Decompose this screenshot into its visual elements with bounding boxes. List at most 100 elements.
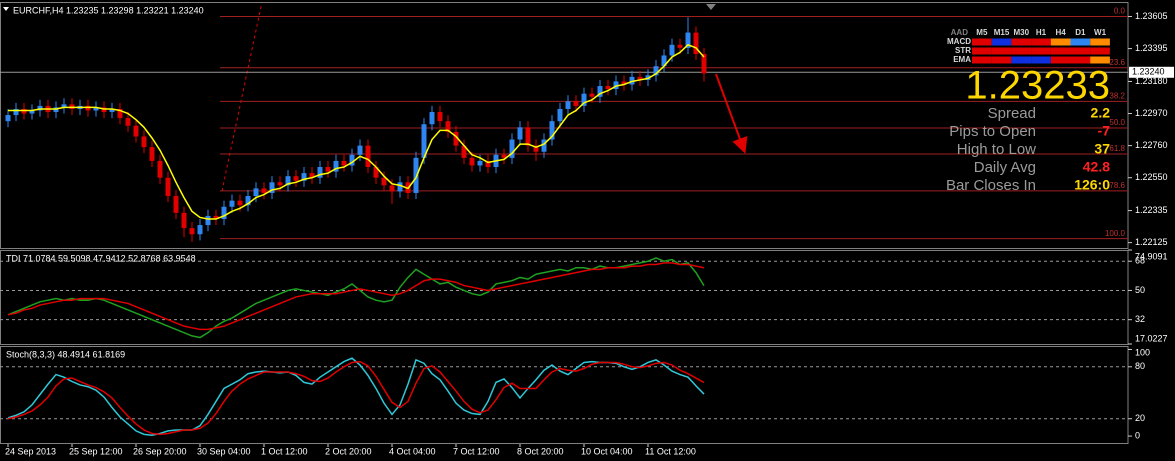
candle-body — [229, 200, 235, 207]
candle-body — [29, 110, 35, 114]
current-price: 1.23233 — [965, 64, 1110, 108]
y-tick-label: 1.22125 — [1135, 237, 1168, 247]
signal-cell — [991, 47, 1012, 55]
y-tick-label: 1.22760 — [1135, 140, 1168, 150]
signal-cell — [1050, 47, 1071, 55]
candle-body — [701, 53, 707, 74]
x-tick-label: 11 Oct 12:00 — [645, 446, 696, 456]
signal-corner: AAD — [951, 28, 969, 37]
price-tag — [1129, 66, 1174, 78]
y-tick-label: 80 — [1135, 361, 1145, 371]
signal-column: M30 — [1013, 28, 1029, 37]
candle-body — [589, 93, 595, 97]
candle-body — [309, 173, 315, 178]
signal-row-label: STR — [955, 46, 971, 55]
candle-body — [429, 112, 435, 125]
signal-cell — [972, 47, 992, 55]
candle-body — [373, 167, 379, 178]
signal-cell — [1090, 38, 1110, 46]
candle-body — [61, 104, 67, 108]
candle-body — [325, 167, 331, 172]
candle-body — [109, 108, 115, 113]
candle-body — [469, 157, 475, 166]
y-tick-label: 1.22970 — [1135, 108, 1168, 118]
y-tick-label: 20 — [1135, 413, 1145, 423]
candle-body — [533, 145, 539, 152]
y-tick-label: 1.23605 — [1135, 11, 1168, 21]
signal-cell — [1011, 38, 1032, 46]
x-tick-label: 4 Oct 04:00 — [389, 446, 436, 456]
candle-body — [453, 131, 459, 146]
candle-body — [69, 104, 75, 109]
candle-body — [125, 118, 131, 126]
info-label: Daily Avg — [974, 159, 1036, 176]
candle-body — [13, 108, 19, 116]
candle-body — [669, 44, 675, 56]
info-label: High to Low — [957, 141, 1036, 158]
candle-body — [381, 177, 387, 186]
info-value: 2.2 — [1091, 105, 1111, 121]
x-tick-label: 24 Sep 2013 — [5, 446, 56, 456]
candle-body — [517, 127, 523, 140]
signal-cell — [1031, 38, 1051, 46]
candle-body — [173, 196, 179, 213]
x-tick-label: 1 Oct 12:00 — [261, 446, 308, 456]
candle-body — [293, 176, 299, 181]
x-tick-label: 30 Sep 04:00 — [197, 446, 251, 456]
candle-body — [437, 112, 443, 122]
moving-average — [8, 43, 705, 220]
y-tick-label: 32 — [1135, 314, 1145, 324]
fib-label: 0.0 — [1114, 7, 1126, 16]
x-tick-label: 7 Oct 12:00 — [453, 446, 500, 456]
candle-body — [333, 160, 339, 172]
candle-body — [277, 182, 283, 186]
candle-body — [149, 147, 155, 161]
menu-triangle[interactable] — [3, 7, 9, 11]
candle-body — [357, 145, 363, 155]
signal-cell — [1031, 56, 1051, 64]
signal-row-label: MACD — [947, 37, 971, 46]
signal-column: H1 — [1036, 28, 1047, 37]
candle-body — [677, 44, 683, 48]
candle-body — [501, 154, 507, 158]
candle-body — [637, 76, 643, 80]
x-tick-label: 26 Sep 20:00 — [133, 446, 187, 456]
panel-frame — [0, 250, 1129, 345]
panel-title: EURCHF,H4 1.23235 1.23298 1.23221 1.2324… — [13, 5, 204, 15]
candle-body — [133, 125, 139, 137]
candle-body — [37, 105, 43, 111]
x-tick-label: 2 Oct 20:00 — [325, 446, 372, 456]
candle-body — [477, 160, 483, 166]
y-tick-label: 50 — [1135, 285, 1145, 295]
candle-body — [541, 139, 547, 152]
info-label: Bar Closes In — [946, 177, 1036, 194]
candle-body — [205, 215, 211, 226]
signal-cell — [972, 56, 992, 64]
candle-body — [317, 167, 323, 178]
arrow — [715, 73, 748, 154]
trend-line — [221, 1, 263, 192]
candle-body — [101, 107, 107, 113]
signal-cell — [1011, 56, 1032, 64]
candle-body — [661, 55, 667, 67]
signal-column: W1 — [1094, 28, 1107, 37]
candle-body — [117, 108, 123, 119]
candle-body — [21, 108, 27, 114]
candle-body — [389, 185, 395, 192]
candle-body — [245, 196, 251, 206]
candle-body — [213, 215, 219, 219]
fib-label: 50.0 — [1109, 118, 1125, 127]
candle-body — [565, 101, 571, 109]
signal-cell — [1031, 47, 1051, 55]
candle-body — [549, 121, 555, 140]
candle-body — [341, 160, 347, 166]
y-tick-label: 17.0227 — [1135, 333, 1168, 343]
y-tick-label: 68 — [1135, 256, 1145, 266]
candle-body — [485, 160, 491, 168]
candle-body — [53, 107, 59, 113]
candle-body — [613, 81, 619, 90]
price-tag-label: 1.23240 — [1132, 67, 1165, 77]
info-label: Pips to Open — [949, 123, 1036, 140]
